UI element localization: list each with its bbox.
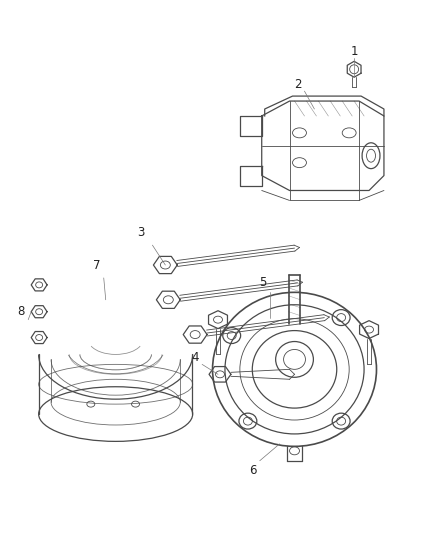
Text: 2: 2 — [294, 78, 301, 91]
Text: 7: 7 — [93, 259, 101, 271]
Text: 6: 6 — [249, 464, 257, 477]
Text: 1: 1 — [350, 45, 358, 58]
Text: 3: 3 — [137, 225, 144, 239]
Text: 8: 8 — [18, 305, 25, 318]
Text: 4: 4 — [191, 351, 199, 364]
Text: 5: 5 — [259, 277, 266, 289]
